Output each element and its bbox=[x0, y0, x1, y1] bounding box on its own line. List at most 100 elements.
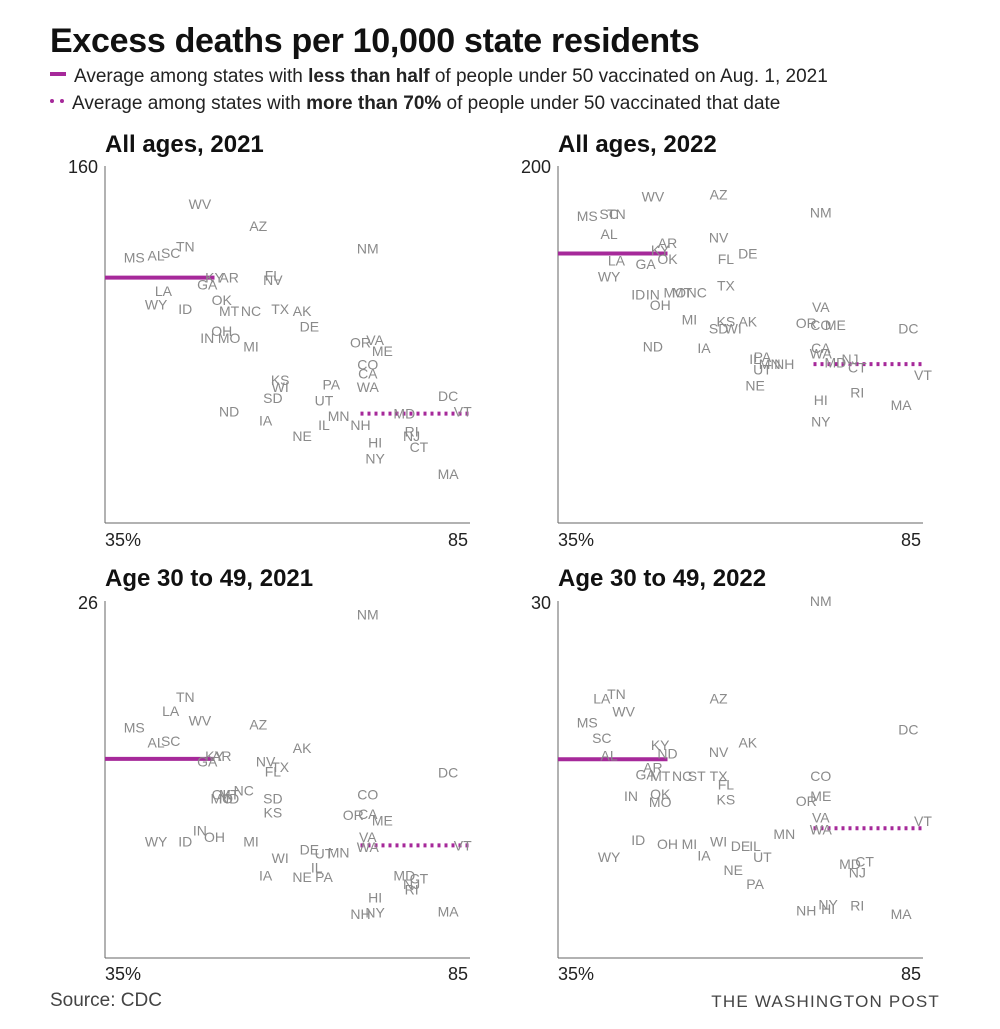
state-point-oh: OH bbox=[657, 836, 678, 852]
legend-solid-pre: Average among states with bbox=[74, 66, 309, 87]
state-point-ri: RI bbox=[850, 385, 864, 401]
state-point-nm: NM bbox=[357, 607, 379, 623]
state-point-nc: NC bbox=[234, 782, 254, 798]
state-point-md: MD bbox=[393, 868, 415, 884]
state-point-sd: SD bbox=[263, 791, 282, 807]
x-max-tick-4: 85 bbox=[901, 964, 922, 984]
state-point-wv: WV bbox=[189, 712, 212, 728]
state-point-wy: WY bbox=[598, 269, 621, 285]
state-point-ks: KS bbox=[717, 792, 736, 808]
state-point-md: MD bbox=[839, 856, 861, 872]
state-point-tx: TX bbox=[271, 759, 290, 775]
state-point-or: OR bbox=[796, 793, 817, 809]
state-point-ak: AK bbox=[738, 313, 757, 329]
state-point-va: VA bbox=[359, 829, 377, 845]
state-point-co: CO bbox=[810, 317, 831, 333]
dotted-line-swatch bbox=[50, 98, 64, 103]
state-point-nc: NC bbox=[687, 285, 707, 301]
state-point-ia: IA bbox=[259, 412, 273, 428]
state-point-ky: KY bbox=[651, 242, 670, 258]
legend-solid: Average among states with less than half… bbox=[50, 66, 828, 88]
state-point-st: ST bbox=[688, 768, 706, 784]
state-point-ks: KS bbox=[264, 804, 283, 820]
state-point-ok: OK bbox=[212, 292, 233, 308]
state-point-wy: WY bbox=[145, 833, 168, 849]
state-point-nm: NM bbox=[810, 204, 832, 220]
state-point-ky: KY bbox=[651, 737, 670, 753]
state-point-dc: DC bbox=[438, 388, 458, 404]
state-point-mo: MO bbox=[649, 794, 672, 810]
state-point-ia: IA bbox=[697, 848, 711, 864]
state-point-mn: MN bbox=[759, 356, 781, 372]
state-point-or: OR bbox=[350, 334, 371, 350]
legend-dotted-bold: more than 70% bbox=[306, 93, 442, 114]
state-point-nv: NV bbox=[256, 754, 276, 770]
state-point-hi: HI bbox=[368, 890, 382, 906]
legend-solid-post: of people under 50 vaccinated on Aug. 1,… bbox=[429, 66, 828, 87]
state-point-nd: ND bbox=[657, 745, 677, 761]
state-point-va: VA bbox=[812, 810, 830, 826]
state-point-ma: MA bbox=[438, 903, 460, 919]
state-point-id: ID bbox=[178, 833, 192, 849]
chart-title: Excess deaths per 10,000 state residents bbox=[50, 22, 700, 60]
state-point-vt: VT bbox=[914, 813, 932, 829]
state-point-ca: CA bbox=[358, 366, 378, 382]
state-point-mt: MT bbox=[219, 787, 240, 803]
state-point-il: IL bbox=[318, 417, 330, 433]
state-point-la: LA bbox=[162, 703, 180, 719]
state-point-ak: AK bbox=[293, 740, 312, 756]
state-point-tx: TX bbox=[271, 301, 290, 317]
state-point-mn: MN bbox=[773, 826, 795, 842]
state-point-wi: WI bbox=[725, 320, 742, 336]
state-point-nd: ND bbox=[643, 338, 663, 354]
state-point-dc: DC bbox=[898, 722, 918, 738]
state-point-wi: WI bbox=[272, 379, 289, 395]
state-point-fl: FL bbox=[718, 776, 735, 792]
state-point-az: AZ bbox=[710, 691, 728, 707]
solid-line-swatch bbox=[50, 71, 66, 76]
state-point-ut: UT bbox=[753, 361, 772, 377]
state-point-ct: CT bbox=[848, 360, 867, 376]
state-point-ar: AR bbox=[219, 270, 238, 286]
state-point-tx: TX bbox=[710, 768, 729, 784]
state-point-hi: HI bbox=[814, 392, 828, 408]
state-point-hi: HI bbox=[821, 901, 835, 917]
legend-dotted-post: of people under 50 vaccinated that date bbox=[441, 93, 781, 114]
state-point-sc: SC bbox=[592, 730, 611, 746]
state-point-md: MD bbox=[393, 406, 415, 422]
panel-title-2: All ages, 2022 bbox=[558, 131, 717, 158]
state-point-or: OR bbox=[796, 315, 817, 331]
state-point-mi: MI bbox=[243, 339, 259, 355]
state-point-ne: NE bbox=[292, 869, 311, 885]
state-point-wa: WA bbox=[810, 821, 833, 837]
x-max-tick-2: 85 bbox=[901, 530, 922, 550]
state-point-fl: FL bbox=[265, 267, 282, 283]
state-point-id: ID bbox=[631, 287, 645, 303]
state-point-wv: WV bbox=[189, 196, 212, 212]
state-point-pa: PA bbox=[315, 869, 333, 885]
state-point-la: LA bbox=[608, 253, 626, 269]
state-point-ny: NY bbox=[365, 905, 385, 921]
state-point-wy: WY bbox=[598, 849, 621, 865]
state-point-dc: DC bbox=[438, 765, 458, 781]
y-max-tick-4: 30 bbox=[530, 593, 551, 613]
state-point-il: IL bbox=[749, 838, 761, 854]
state-point-la: LA bbox=[593, 691, 611, 707]
state-point-ms: MS bbox=[124, 249, 145, 265]
state-point-ct: CT bbox=[410, 870, 429, 886]
state-point-ut: UT bbox=[753, 849, 772, 865]
state-point-ma: MA bbox=[438, 466, 460, 482]
state-point-ga: GA bbox=[635, 256, 656, 272]
state-point-az: AZ bbox=[710, 187, 728, 203]
state-point-wy: WY bbox=[145, 296, 168, 312]
state-point-mt: MT bbox=[219, 303, 240, 319]
state-point-ms: MS bbox=[124, 719, 145, 735]
state-point-tn: TN bbox=[607, 206, 626, 222]
state-point-oh: OH bbox=[204, 829, 225, 845]
state-point-ar: AR bbox=[658, 235, 677, 251]
state-point-ny: NY bbox=[365, 450, 385, 466]
state-point-mo: MO bbox=[664, 285, 687, 301]
state-point-wa: WA bbox=[357, 379, 380, 395]
